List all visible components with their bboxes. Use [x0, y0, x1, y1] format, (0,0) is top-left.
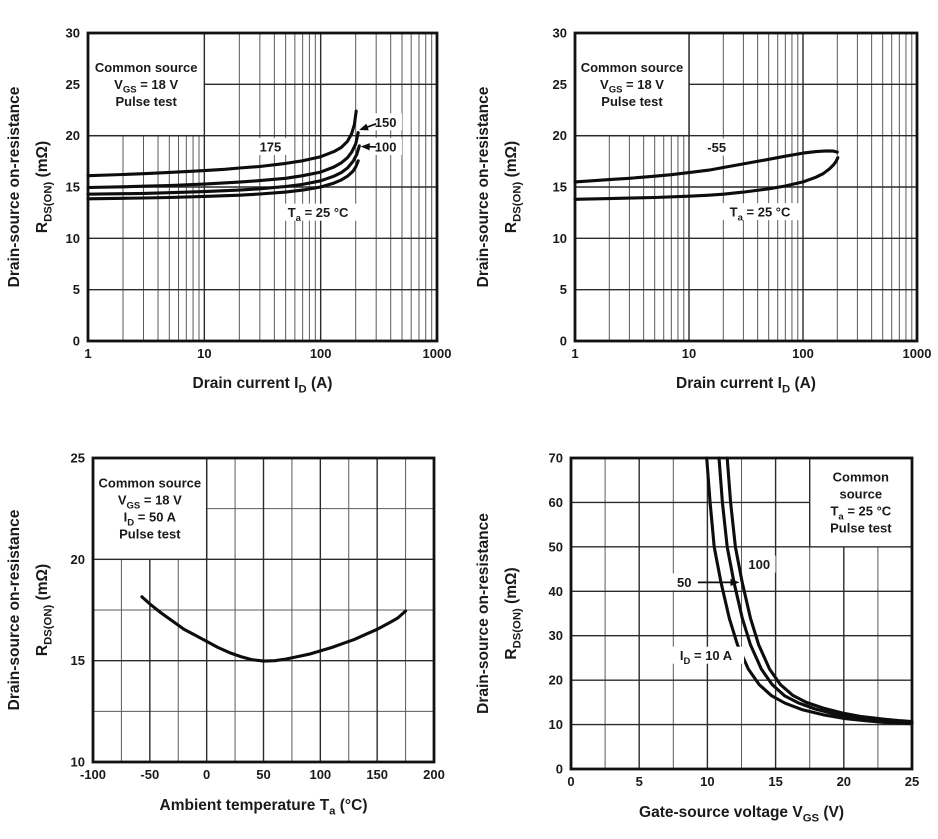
y-axis-title-line1: Drain-source on-resistance — [475, 86, 492, 287]
x-tick-label: 20 — [837, 774, 851, 789]
y-axis-title-line1: Drain-source on-resistance — [475, 513, 492, 714]
y-tick-label: 25 — [71, 451, 85, 466]
y-tick-label: 5 — [560, 282, 567, 297]
y-tick-label: 50 — [549, 539, 563, 554]
conditions-note-line: Common — [833, 469, 889, 484]
y-tick-label: 25 — [553, 77, 567, 92]
y-tick-label: 10 — [71, 755, 85, 770]
x-tick-label: 25 — [905, 774, 919, 789]
curve-Ta=150C — [88, 133, 358, 188]
y-axis-title-line1: Drain-source on-resistance — [6, 86, 23, 287]
conditions-note-line: Pulse test — [115, 94, 177, 109]
y-tick-label: 30 — [553, 26, 567, 41]
x-tick-label: 100 — [792, 346, 814, 361]
curve-arrow — [359, 124, 369, 131]
x-tick-label: 50 — [256, 767, 270, 782]
curve-label: 50 — [677, 575, 691, 590]
curve-label: 100 — [748, 557, 770, 572]
x-tick-label: 1 — [84, 346, 91, 361]
x-tick-label: 15 — [768, 774, 782, 789]
x-axis-title: Ambient temperature Ta (°C) — [160, 797, 368, 818]
x-axis-title: Drain current ID (A) — [676, 375, 816, 396]
conditions-note-box — [93, 458, 207, 559]
x-tick-label: 5 — [636, 774, 643, 789]
curve-label: 100 — [375, 139, 397, 154]
y-axis-title-line2: RDS(ON) (mΩ) — [34, 141, 55, 233]
curves — [142, 597, 406, 661]
y-tick-label: 20 — [71, 552, 85, 567]
x-tick-label: 0 — [203, 767, 210, 782]
x-tick-label: 10 — [700, 774, 714, 789]
y-tick-label: 0 — [560, 334, 567, 349]
y-tick-label: 40 — [549, 584, 563, 599]
conditions-note-line: Pulse test — [601, 94, 663, 109]
x-tick-label: -50 — [140, 767, 159, 782]
y-axis-title-line2: RDS(ON) (mΩ) — [34, 564, 55, 656]
y-tick-label: 20 — [553, 128, 567, 143]
y-tick-label: 0 — [556, 762, 563, 777]
curve-RDS(ON) — [142, 597, 406, 661]
y-tick-label: 5 — [73, 282, 80, 297]
x-tick-label: 1000 — [903, 346, 932, 361]
y-axis-title-line1: Drain-source on-resistance — [6, 509, 23, 710]
y-tick-label: 30 — [66, 26, 80, 41]
conditions-note-line: source — [840, 486, 883, 501]
conditions-note-line: Pulse test — [830, 520, 892, 535]
y-axis-title-line2: RDS(ON) (mΩ) — [503, 141, 524, 233]
curve-label: -55 — [707, 140, 726, 155]
x-axis-title: Drain current ID (A) — [193, 375, 333, 396]
y-tick-label: 70 — [549, 451, 563, 466]
curve-label: 150 — [375, 115, 397, 130]
conditions-note-line: Common source — [581, 60, 684, 75]
y-tick-label: 20 — [549, 673, 563, 688]
conditions-note-line: Common source — [95, 60, 198, 75]
x-tick-label: 1000 — [423, 346, 452, 361]
y-tick-label: 0 — [73, 334, 80, 349]
y-tick-label: 10 — [553, 231, 567, 246]
x-tick-label: 200 — [423, 767, 445, 782]
x-tick-label: 1 — [571, 346, 578, 361]
x-tick-label: 10 — [682, 346, 696, 361]
curve-arrow — [361, 143, 370, 150]
x-tick-label: 100 — [309, 767, 331, 782]
y-tick-label: 30 — [549, 628, 563, 643]
x-tick-label: 0 — [567, 774, 574, 789]
y-tick-label: 10 — [66, 231, 80, 246]
y-tick-label: 60 — [549, 495, 563, 510]
y-tick-label: 15 — [71, 653, 85, 668]
curves — [575, 151, 838, 199]
x-axis-title: Gate-source voltage VGS (V) — [639, 804, 844, 825]
x-tick-label: 100 — [310, 346, 332, 361]
y-tick-label: 10 — [549, 717, 563, 732]
x-tick-label: 150 — [366, 767, 388, 782]
conditions-note-line: Common source — [99, 476, 202, 491]
y-tick-label: 25 — [66, 77, 80, 92]
y-tick-label: 20 — [66, 128, 80, 143]
conditions-note-line: Pulse test — [119, 527, 181, 542]
curve-label: 175 — [260, 139, 282, 154]
y-tick-label: 15 — [66, 180, 80, 195]
x-tick-label: 10 — [197, 346, 211, 361]
y-tick-label: 15 — [553, 180, 567, 195]
y-axis-title-line2: RDS(ON) (mΩ) — [503, 567, 524, 659]
